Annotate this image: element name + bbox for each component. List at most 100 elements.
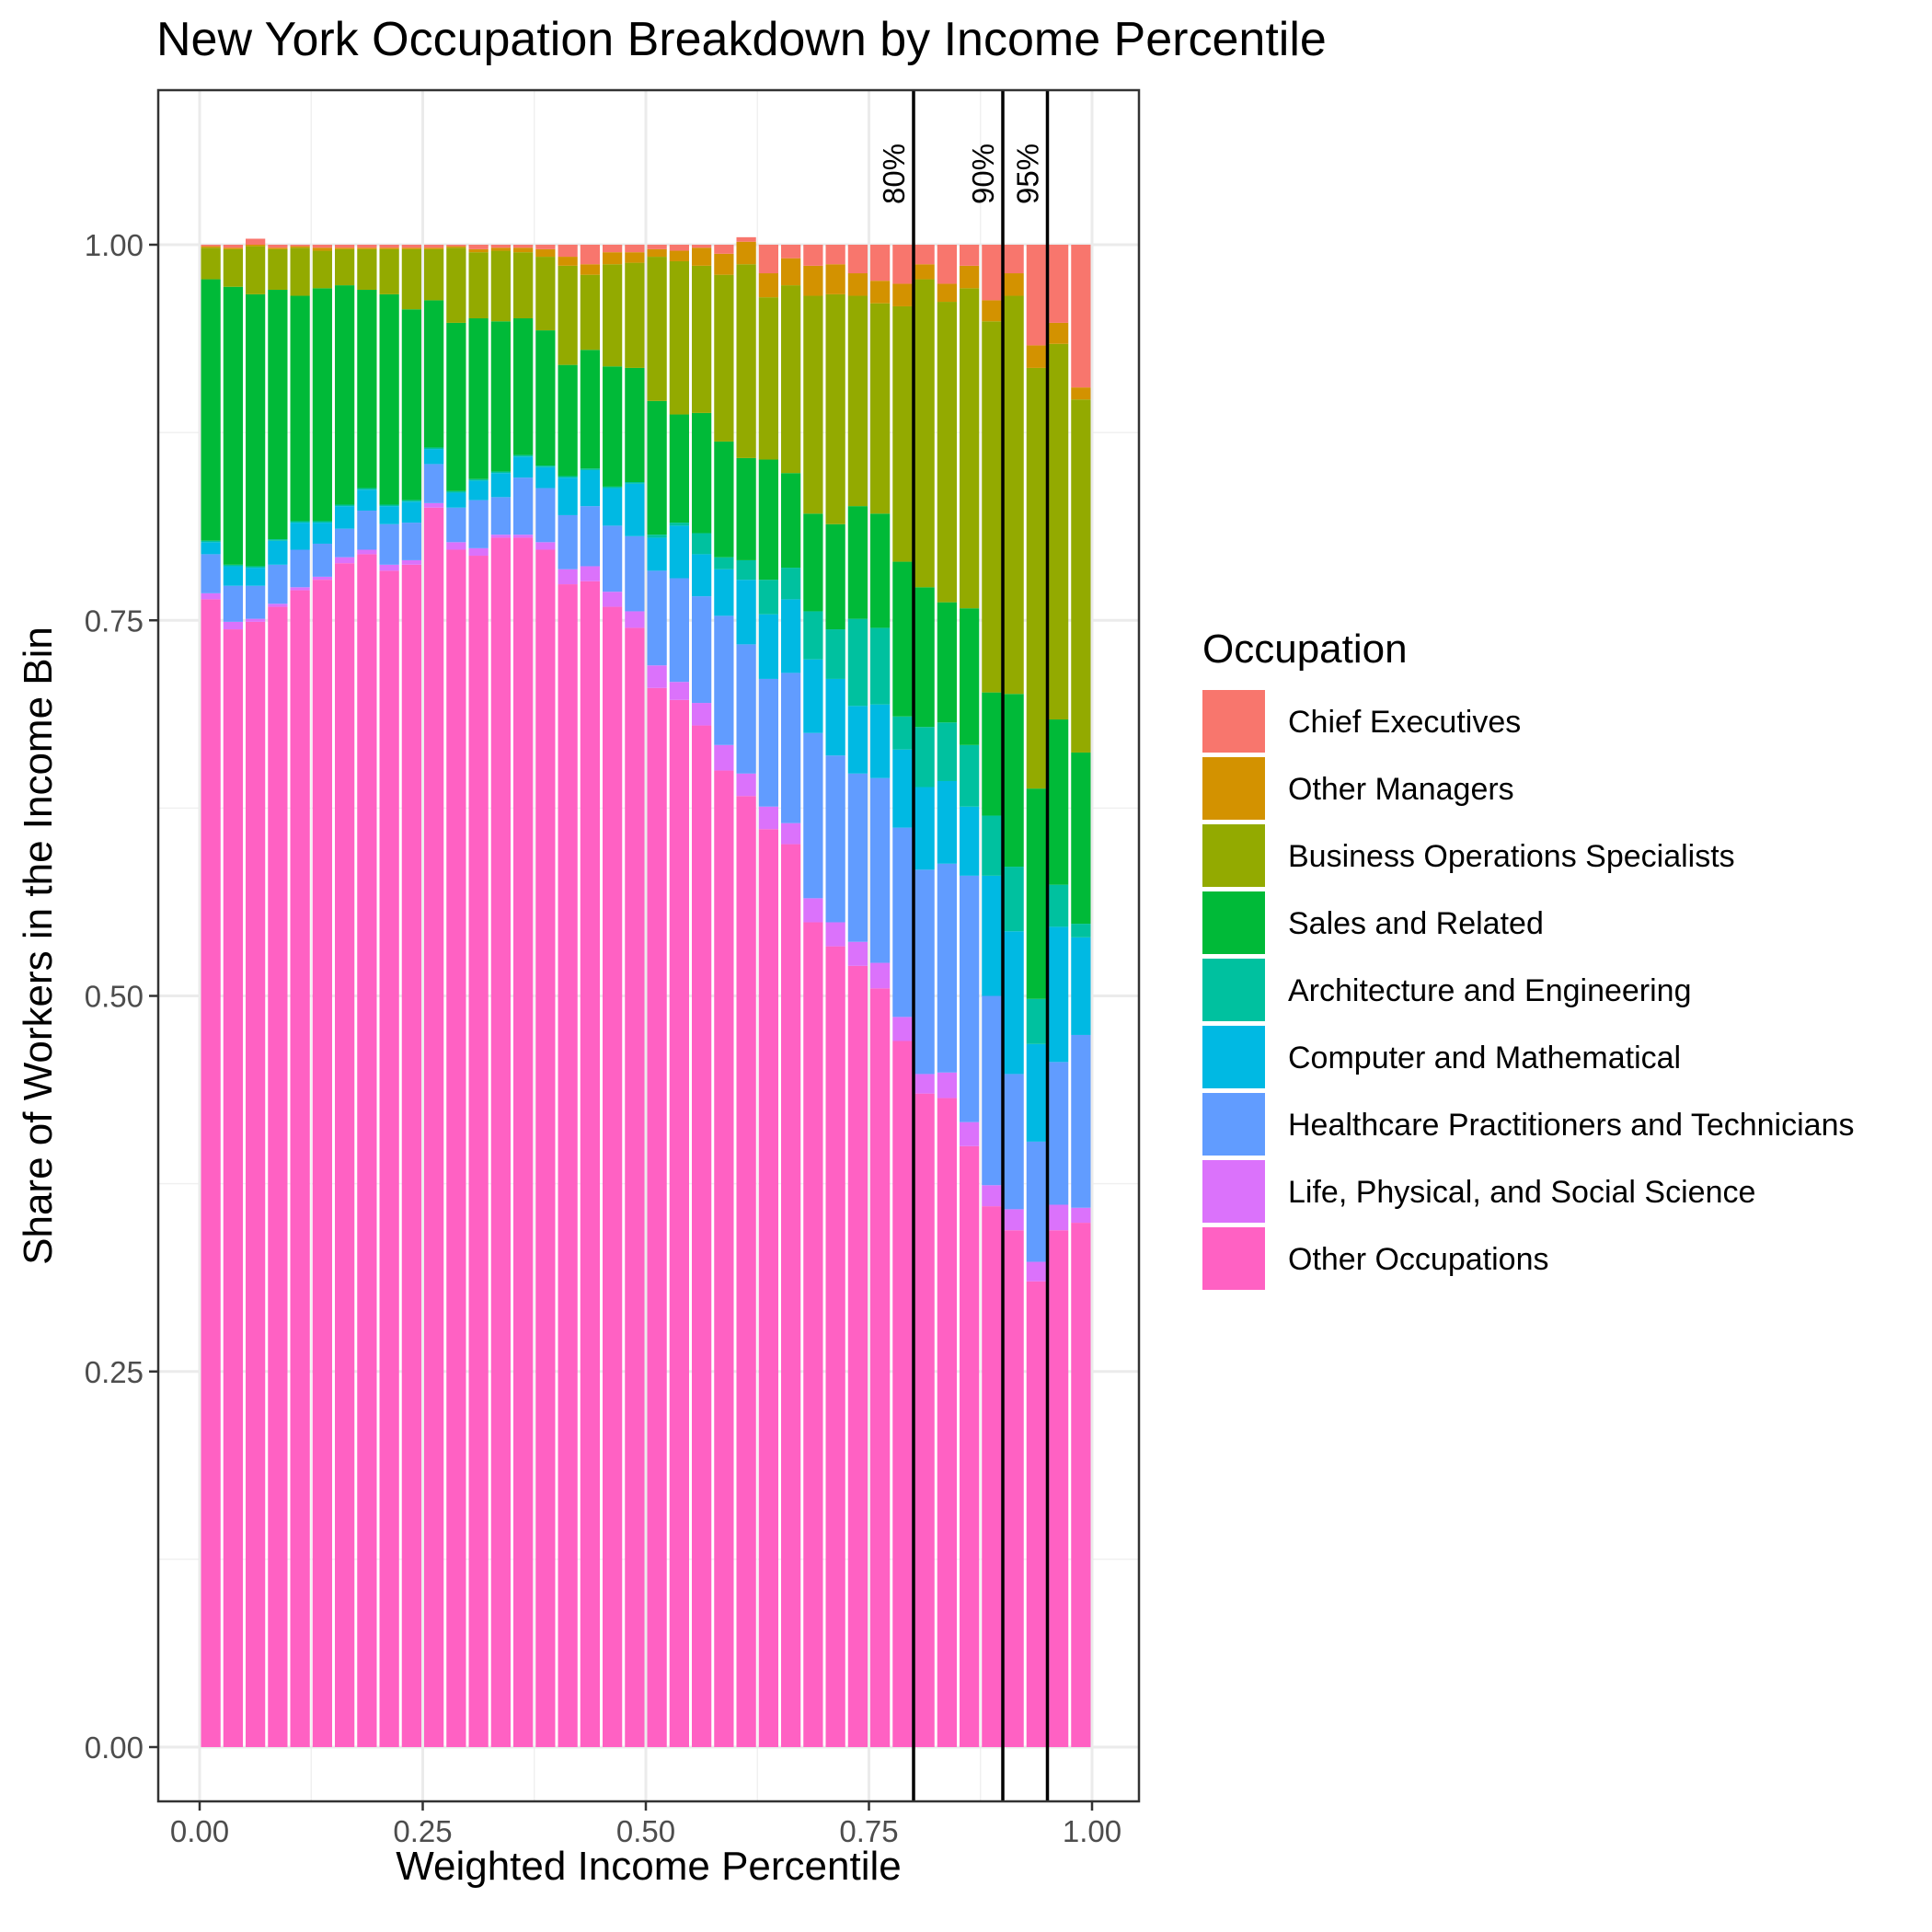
bar-segment bbox=[960, 265, 980, 289]
bar-segment bbox=[468, 547, 489, 557]
legend-key bbox=[1202, 891, 1265, 954]
bar-segment bbox=[1049, 884, 1069, 927]
bar-segment bbox=[982, 321, 1002, 693]
x-tick-label: 0.25 bbox=[393, 1814, 452, 1848]
bar-segment bbox=[625, 627, 645, 1747]
bar-segment bbox=[736, 236, 756, 242]
bar-segment bbox=[246, 293, 266, 567]
bar-segment bbox=[513, 245, 534, 248]
bar-segment bbox=[847, 506, 868, 619]
bar-segment bbox=[1026, 1043, 1046, 1142]
bar-segment bbox=[803, 245, 823, 266]
bar-segment bbox=[847, 295, 868, 507]
bar-segment bbox=[335, 557, 355, 564]
bar-segment bbox=[268, 606, 288, 1747]
bar-segment bbox=[603, 245, 623, 253]
bar-segment bbox=[379, 506, 399, 524]
bar-segment bbox=[692, 596, 712, 704]
bar-segment bbox=[513, 477, 534, 535]
bar-segment bbox=[647, 257, 667, 401]
bar-segment bbox=[1071, 245, 1091, 388]
bar-segment bbox=[1071, 399, 1091, 753]
bar-segment bbox=[892, 1017, 913, 1041]
bar-segment bbox=[468, 252, 489, 319]
bar-segment bbox=[692, 703, 712, 726]
y-tick-label: 0.25 bbox=[85, 1355, 144, 1389]
bar-segment bbox=[892, 561, 913, 717]
bar-segment bbox=[401, 245, 421, 248]
bar-segment bbox=[424, 507, 444, 1747]
bar-segment bbox=[401, 559, 421, 565]
bar-segment bbox=[223, 621, 243, 630]
bar-segment bbox=[424, 248, 444, 301]
bar-segment bbox=[1004, 295, 1024, 695]
bar-segment bbox=[580, 264, 600, 275]
bar-segment bbox=[781, 599, 801, 673]
bar-segment bbox=[558, 257, 578, 266]
reference-line-label: 90% bbox=[966, 144, 1000, 204]
bar-segment bbox=[1049, 245, 1069, 323]
bar-segment bbox=[758, 297, 778, 460]
bar-segment bbox=[714, 770, 734, 1747]
bar-segment bbox=[1004, 273, 1024, 296]
bar-segment bbox=[647, 665, 667, 688]
bar-segment bbox=[758, 245, 778, 274]
bar-segment bbox=[335, 247, 355, 249]
bar-segment bbox=[781, 473, 801, 569]
bar-segment bbox=[223, 247, 243, 249]
bar-segment bbox=[1026, 1261, 1046, 1282]
reference-lines: 80% 90% 95% bbox=[877, 90, 1050, 1801]
bar-segment bbox=[692, 265, 712, 413]
bar-segment bbox=[892, 245, 913, 284]
bar-segment bbox=[692, 533, 712, 555]
bar-segment bbox=[268, 289, 288, 540]
reference-line-label: 95% bbox=[1011, 144, 1045, 204]
bar-segment bbox=[625, 245, 645, 253]
bar-segment bbox=[714, 744, 734, 771]
bar-segment bbox=[736, 559, 756, 581]
bar-segment bbox=[1071, 937, 1091, 1035]
chart-title: New York Occupation Breakdown by Income … bbox=[156, 13, 1327, 66]
bar-segment bbox=[714, 441, 734, 558]
bar-segment bbox=[758, 829, 778, 1747]
bar-segment bbox=[892, 283, 913, 306]
bar-segment bbox=[803, 295, 823, 514]
bar-segment bbox=[535, 248, 556, 258]
bar-segment bbox=[803, 898, 823, 923]
bar-segment bbox=[692, 245, 712, 248]
bar-segment bbox=[870, 245, 891, 282]
bar-segment bbox=[201, 247, 221, 280]
bar-segment bbox=[982, 245, 1002, 301]
bar-segment bbox=[1026, 245, 1046, 346]
bar-segment bbox=[1071, 1207, 1091, 1224]
bar-segment bbox=[535, 488, 556, 543]
bar-segment bbox=[1026, 367, 1046, 789]
bar-segment bbox=[603, 264, 623, 367]
bar-segment bbox=[223, 248, 243, 287]
bar-segment bbox=[714, 245, 734, 254]
bar-segment bbox=[335, 504, 355, 507]
bar-segment bbox=[870, 704, 891, 778]
bar-segment bbox=[490, 245, 511, 248]
bar-segment bbox=[982, 692, 1002, 816]
bar-segment bbox=[513, 456, 534, 478]
bar-segment bbox=[535, 466, 556, 467]
bar-segment bbox=[847, 245, 868, 274]
bar-segment bbox=[379, 523, 399, 565]
bar-segment bbox=[446, 490, 466, 493]
bar-segment bbox=[468, 480, 489, 500]
bar-segment bbox=[580, 581, 600, 1747]
bar-segment bbox=[223, 566, 243, 586]
bar-segment bbox=[1049, 1062, 1069, 1205]
bar-segment bbox=[201, 554, 221, 593]
bar-segment bbox=[223, 585, 243, 622]
bar-segment bbox=[825, 523, 845, 630]
bar-segment bbox=[736, 773, 756, 797]
bar-segment bbox=[424, 245, 444, 248]
bar-segment bbox=[937, 780, 957, 864]
bar-segment bbox=[379, 293, 399, 505]
bar-segment bbox=[580, 468, 600, 470]
bar-segment bbox=[825, 678, 845, 756]
bar-segment bbox=[290, 295, 310, 522]
bar-segment bbox=[558, 364, 578, 477]
